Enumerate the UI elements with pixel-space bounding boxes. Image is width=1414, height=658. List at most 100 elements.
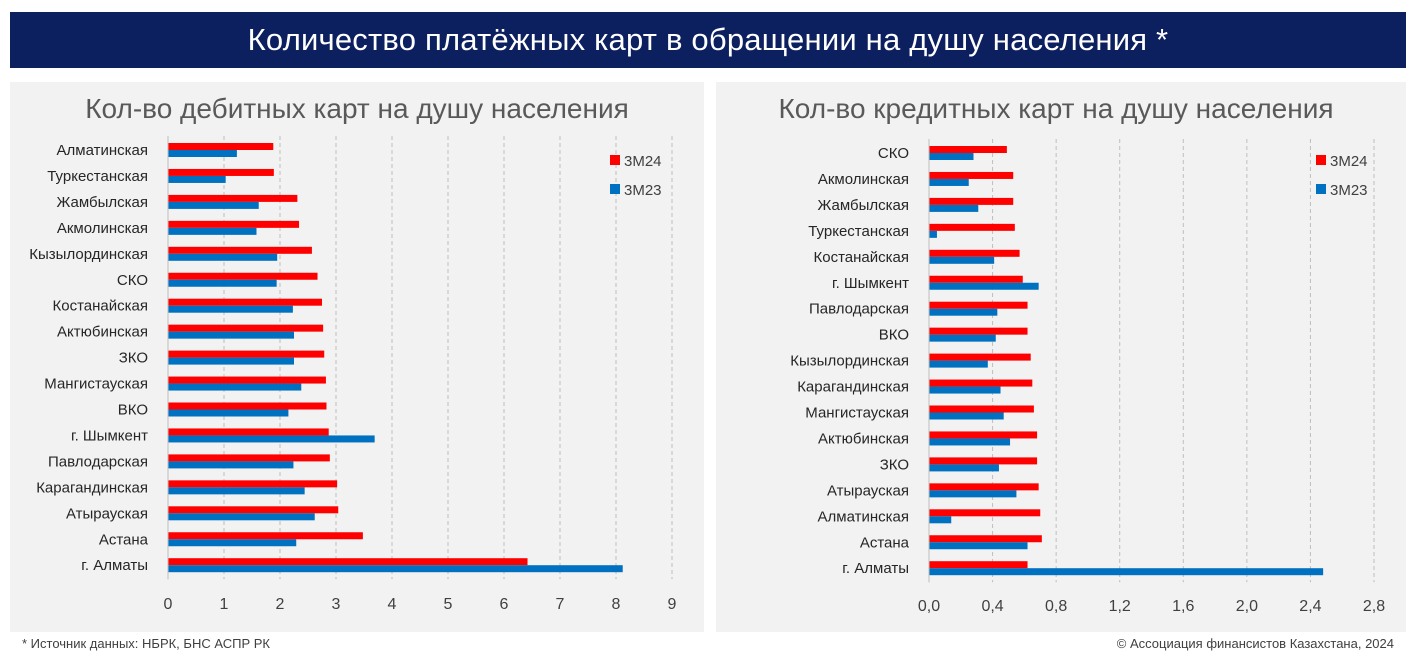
bar-3m23 [929,516,952,524]
bar-3m24 [168,480,338,488]
category-label: Жамбылская [818,197,910,214]
bar-3m24 [168,428,329,436]
bar-3m23 [929,178,969,186]
legend-label: 3М24 [624,153,662,170]
legend-label: 3М23 [1330,182,1368,199]
bar-3m23 [929,256,995,264]
bar-3m24 [929,509,1041,517]
category-label: Туркестанская [808,223,909,240]
x-tick-label: 2,0 [1236,598,1258,615]
category-label: г. Алматы [81,557,148,574]
bar-3m24 [929,249,1020,257]
bar-3m23 [168,227,257,235]
legend-swatch [610,184,620,194]
category-label: Костанайская [814,249,910,266]
bar-3m23 [929,230,937,238]
bar-3m24 [168,298,322,306]
bar-3m23 [929,438,1011,446]
x-tick-label: 0,4 [981,598,1003,615]
bar-3m23 [929,204,979,212]
bar-3m23 [929,334,996,342]
bar-3m23 [168,357,294,365]
bar-3m24 [168,246,312,254]
category-label: г. Шымкент [71,427,148,444]
category-label: г. Шымкент [832,275,909,292]
category-label: Актюбинская [818,430,909,447]
bar-3m24 [929,379,1033,387]
bar-3m24 [929,275,1023,283]
title-banner: Количество платёжных карт в обращении на… [10,12,1406,68]
category-label: г. Алматы [842,560,909,577]
chart-title: Кол-во дебитных карт на душу населения [85,93,629,124]
category-label: Мангистауская [805,405,909,422]
bar-3m24 [168,402,327,410]
category-label: Костанайская [53,298,149,315]
bar-3m23 [929,308,998,316]
x-tick-label: 0 [164,596,173,613]
category-label: Астана [99,531,149,548]
bar-3m23 [168,383,302,391]
legend-label: 3М23 [624,182,662,199]
category-label: Карагандинская [36,479,148,496]
bar-3m24 [929,431,1038,439]
x-tick-label: 2 [276,596,285,613]
bar-3m24 [168,220,300,228]
bar-3m23 [168,175,226,183]
bar-3m24 [168,454,330,462]
copyright-note: © Ассоциация финансистов Казахстана, 202… [1116,636,1394,651]
bar-3m24 [929,405,1034,413]
bar-3m23 [168,461,294,469]
bar-3m23 [168,201,259,209]
legend-swatch [1316,184,1326,194]
bar-3m24 [929,535,1042,543]
category-label: Акмолинская [818,171,909,188]
legend-swatch [610,155,620,165]
category-label: Атырауская [66,505,148,522]
bar-3m23 [168,513,315,521]
bar-3m24 [929,561,1028,569]
bar-3m23 [168,331,294,339]
credit-cards-chart: Кол-во кредитных карт на душу населения 0… [778,93,1385,615]
bar-3m24 [929,327,1028,335]
bar-3m23 [168,409,289,417]
bar-3m23 [168,253,278,261]
x-tick-label: 0,0 [918,598,940,615]
category-label: ЗКО [880,456,909,473]
bar-3m23 [168,435,375,443]
bar-3m24 [168,143,274,150]
category-label: Павлодарская [48,453,148,470]
legend-swatch [1316,155,1326,165]
category-label: Павлодарская [809,301,909,318]
category-label: Карагандинская [797,379,909,396]
bar-3m24 [929,223,1015,231]
category-label: Мангистауская [44,376,148,393]
bar-3m24 [929,197,1014,205]
category-label: ЗКО [119,350,148,367]
bar-3m24 [168,168,274,176]
bar-3m24 [929,171,1014,179]
bar-3m24 [168,558,528,566]
category-label: ВКО [879,327,909,344]
category-label: СКО [878,145,909,162]
chart-title: Кол-во кредитных карт на душу населения [778,93,1333,124]
bar-3m24 [929,353,1031,361]
bar-3m23 [929,386,1001,394]
x-tick-label: 5 [444,596,453,613]
bar-3m24 [168,376,326,384]
x-tick-label: 4 [388,596,397,613]
category-label: Кызылординская [790,353,909,370]
bar-3m24 [929,146,1007,153]
bar-3m24 [168,272,318,280]
category-label: Жамбылская [57,194,149,211]
category-label: ВКО [118,402,148,419]
bar-3m24 [168,324,324,332]
bar-3m23 [168,487,305,495]
bar-3m23 [929,464,999,472]
category-label: Атырауская [827,482,909,499]
category-label: Алматинская [818,508,909,525]
x-tick-label: 3 [332,596,341,613]
x-tick-label: 0,8 [1045,598,1067,615]
x-tick-label: 2,8 [1363,598,1385,615]
bar-3m23 [168,279,277,287]
category-label: Алматинская [57,142,148,159]
